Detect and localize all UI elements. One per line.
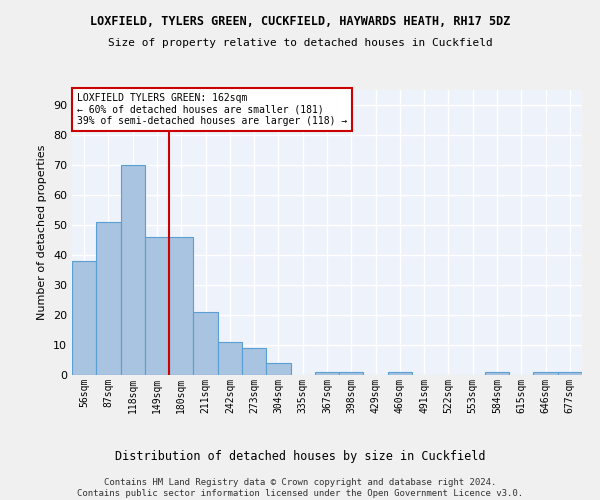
Y-axis label: Number of detached properties: Number of detached properties	[37, 145, 47, 320]
Bar	[315, 372, 339, 375]
Bar	[96, 222, 121, 375]
Bar	[218, 342, 242, 375]
Bar	[533, 372, 558, 375]
Text: LOXFIELD, TYLERS GREEN, CUCKFIELD, HAYWARDS HEATH, RH17 5DZ: LOXFIELD, TYLERS GREEN, CUCKFIELD, HAYWA…	[90, 15, 510, 28]
Bar	[388, 372, 412, 375]
Bar	[145, 237, 169, 375]
Bar	[266, 363, 290, 375]
Text: Size of property relative to detached houses in Cuckfield: Size of property relative to detached ho…	[107, 38, 493, 48]
Bar	[339, 372, 364, 375]
Bar	[558, 372, 582, 375]
Text: Contains HM Land Registry data © Crown copyright and database right 2024.
Contai: Contains HM Land Registry data © Crown c…	[77, 478, 523, 498]
Text: Distribution of detached houses by size in Cuckfield: Distribution of detached houses by size …	[115, 450, 485, 463]
Bar	[193, 312, 218, 375]
Bar	[485, 372, 509, 375]
Text: LOXFIELD TYLERS GREEN: 162sqm
← 60% of detached houses are smaller (181)
39% of : LOXFIELD TYLERS GREEN: 162sqm ← 60% of d…	[77, 93, 347, 126]
Bar	[242, 348, 266, 375]
Bar	[72, 261, 96, 375]
Bar	[169, 237, 193, 375]
Bar	[121, 165, 145, 375]
